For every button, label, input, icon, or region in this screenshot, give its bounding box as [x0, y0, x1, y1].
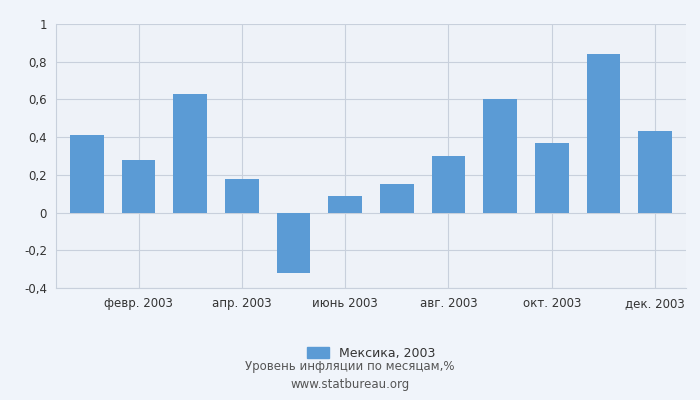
Bar [276, 212, 310, 273]
Legend: Мексика, 2003: Мексика, 2003 [302, 342, 440, 365]
Bar [225, 179, 259, 212]
Bar [174, 94, 207, 212]
Bar [638, 132, 672, 212]
Bar [328, 196, 362, 212]
Text: www.statbureau.org: www.statbureau.org [290, 378, 410, 391]
Bar [380, 184, 414, 212]
Bar [70, 135, 104, 212]
Bar [432, 156, 466, 212]
Bar [535, 143, 568, 212]
Bar [483, 100, 517, 212]
Bar [122, 160, 155, 212]
Bar [587, 54, 620, 212]
Text: Уровень инфляции по месяцам,%: Уровень инфляции по месяцам,% [245, 360, 455, 373]
